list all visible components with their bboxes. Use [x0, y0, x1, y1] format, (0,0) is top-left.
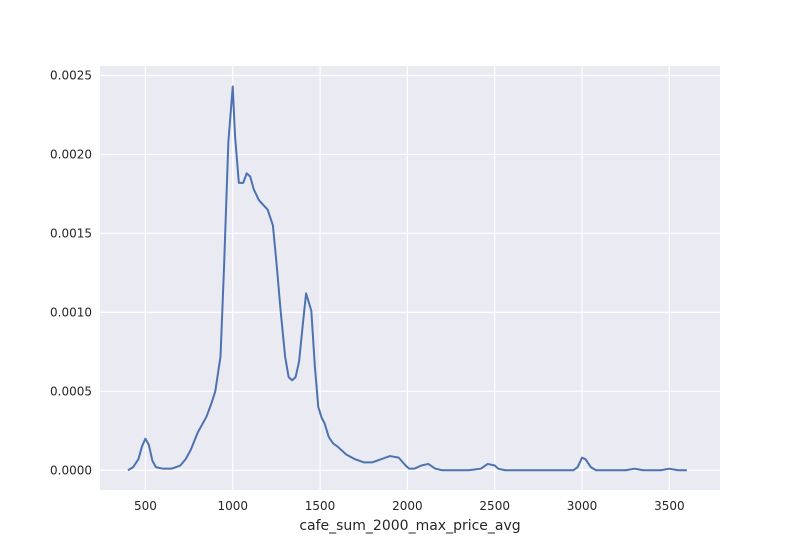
series-layer — [127, 85, 687, 472]
x-tick-label: 1000 — [217, 499, 248, 513]
y-gridlines — [100, 74, 720, 471]
plot-area-background — [100, 66, 720, 490]
x-tick-label: 3000 — [567, 499, 598, 513]
y-tick-label: 0.0000 — [50, 463, 92, 477]
density-line-series-0 — [127, 85, 687, 472]
x-axis-label: cafe_sum_2000_max_price_avg — [299, 518, 520, 534]
y-tick-label: 0.0025 — [50, 68, 92, 82]
x-tick-label: 2500 — [479, 499, 510, 513]
x-tick-label: 2000 — [392, 499, 423, 513]
y-tick-label: 0.0010 — [50, 305, 92, 319]
y-tick-label: 0.0020 — [50, 147, 92, 161]
x-tick-labels: 500 1000 1500 2000 2500 3000 3500 — [134, 499, 685, 513]
y-tick-labels: 0.0000 0.0005 0.0010 0.0015 0.0020 0.0025 — [50, 68, 92, 477]
y-tick-label: 0.0005 — [50, 384, 92, 398]
x-tick-label: 1500 — [305, 499, 336, 513]
x-tick-label: 3500 — [654, 499, 685, 513]
y-tick-label: 0.0015 — [50, 226, 92, 240]
x-gridlines — [144, 66, 670, 490]
x-tick-label: 500 — [134, 499, 157, 513]
